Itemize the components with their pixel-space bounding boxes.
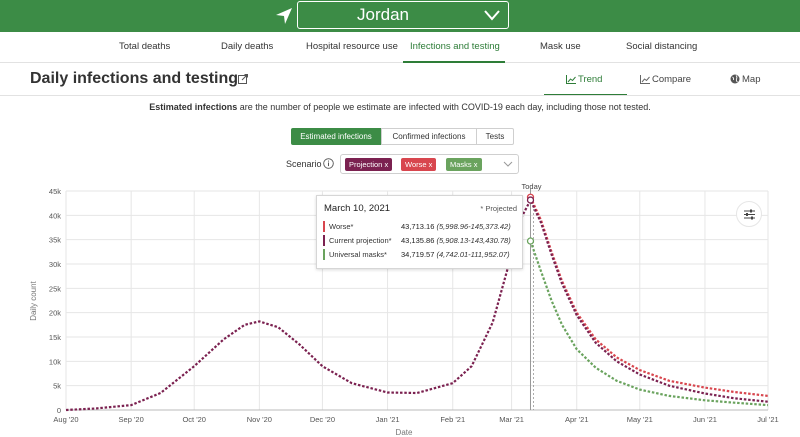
series-line-worse [529, 196, 769, 397]
tooltip-ci: (5,908.13-143,430.78) [436, 236, 511, 245]
chip-projection[interactable]: Projection x [345, 158, 393, 171]
legend-swatch [323, 249, 325, 260]
tab-total-deaths[interactable]: Total deaths [119, 41, 171, 52]
tab-social-distancing[interactable]: Social distancing [626, 41, 698, 52]
description: Estimated infections are the number of p… [0, 102, 800, 112]
chip-worse-label: Worse [405, 160, 427, 169]
tooltip-value: 43,135.86 [401, 236, 435, 245]
chart-tooltip: March 10, 2021 * Projected Worse* 43,713… [316, 195, 523, 269]
marker-universal-masks [526, 237, 535, 245]
y-tick-label: 0 [57, 406, 61, 415]
external-link-icon[interactable] [238, 74, 248, 84]
view-tab-compare[interactable]: Compare [652, 74, 692, 85]
tab-infections-and-testing[interactable]: Infections and testing [410, 41, 500, 52]
scenario-label: Scenario [286, 159, 322, 169]
tooltip-note: * Projected [480, 204, 517, 213]
x-tick-label: Feb '21 [440, 415, 465, 424]
tooltip-row-worse: Worse* 43,713.16 (5,998.96-145,373.42) [323, 221, 518, 232]
tooltip-row-universal-masks: Universal masks* 34,719.57 (4,742.01-111… [323, 249, 518, 260]
y-tick-label: 40k [49, 211, 61, 220]
description-bold: Estimated infections [149, 102, 238, 112]
tooltip-ci: (5,998.96-145,373.42) [436, 222, 511, 231]
x-tick-label: Jan '21 [376, 415, 400, 424]
remove-icon[interactable]: x [428, 160, 433, 169]
divider [0, 95, 800, 96]
tooltip-value: 43,713.16 [401, 222, 435, 231]
chart-settings-button[interactable] [736, 201, 762, 227]
view-tab-trend[interactable]: Trend [578, 74, 603, 85]
view-tab-map[interactable]: Map [742, 74, 761, 85]
tab-mask-use[interactable]: Mask use [540, 41, 581, 52]
tooltip-series-name: Universal masks* [329, 250, 387, 259]
tooltip-row-current-projection: Current projection* 43,135.86 (5,908.13-… [323, 235, 518, 246]
bar-chart-icon [640, 75, 650, 84]
chip-masks-label: Masks [450, 160, 472, 169]
marker-current-projection [526, 196, 535, 204]
chip-projection-label: Projection [349, 160, 383, 169]
tooltip-date: March 10, 2021 [324, 203, 391, 214]
location-value: Jordan [357, 5, 409, 24]
y-axis-label: Daily count [29, 280, 38, 320]
y-tick-label: 5k [53, 382, 61, 391]
x-tick-label: Apr '21 [565, 415, 589, 424]
toggle-tests[interactable]: Tests [476, 128, 514, 145]
page-title: Daily infections and testing [30, 70, 239, 87]
y-tick-label: 10k [49, 357, 61, 366]
chart: 0 5k 10k 15k 20k 25k 30k 35k 40k 45k Aug '20 Sep '2… [29, 182, 779, 437]
remove-icon[interactable]: x [473, 160, 478, 169]
toggle-confirmed-infections[interactable]: Confirmed infections [381, 128, 477, 145]
line-chart-icon [566, 75, 576, 84]
globe-icon [730, 74, 740, 84]
y-tick-label: 15k [49, 333, 61, 342]
info-icon[interactable] [323, 158, 334, 169]
tab-hospital-resource-use[interactable]: Hospital resource use [306, 41, 398, 52]
legend-swatch [323, 235, 325, 246]
y-tick-label: 35k [49, 236, 61, 245]
y-tick-label: 25k [49, 284, 61, 293]
x-tick-label: Oct '20 [182, 415, 206, 424]
today-label: Today [521, 182, 541, 191]
tooltip-series-name: Current projection* [329, 236, 392, 245]
tab-daily-deaths[interactable]: Daily deaths [221, 41, 274, 52]
location-select[interactable]: Jordan [297, 1, 509, 29]
x-tick-label: Jun '21 [693, 415, 717, 424]
scenario-select[interactable]: Projection x Worse x Masks x [340, 154, 519, 174]
remove-icon[interactable]: x [384, 160, 389, 169]
legend-swatch [323, 221, 325, 232]
y-tick-label: 20k [49, 309, 61, 318]
active-tab-indicator [403, 61, 505, 63]
chevron-down-icon[interactable] [503, 160, 513, 168]
x-tick-label: May '21 [627, 415, 653, 424]
chip-worse[interactable]: Worse x [401, 158, 437, 171]
sliders-icon [744, 209, 755, 220]
chevron-down-icon [484, 10, 500, 21]
tooltip-value: 34,719.57 [401, 250, 435, 259]
chip-masks[interactable]: Masks x [446, 158, 482, 171]
series-line-universal-masks [529, 240, 769, 407]
y-tick-label: 30k [49, 260, 61, 269]
x-tick-label: Dec '20 [310, 415, 335, 424]
toggle-estimated-infections[interactable]: Estimated infections [291, 128, 381, 145]
tooltip-series-name: Worse* [329, 222, 354, 231]
x-tick-label: Nov '20 [247, 415, 272, 424]
x-tick-label: Sep '20 [119, 415, 144, 424]
x-tick-label: Aug '20 [53, 415, 78, 424]
nav-tabs: Total deaths Daily deaths Hospital resou… [0, 32, 800, 63]
description-text: are the number of people we estimate are… [237, 102, 651, 112]
x-tick-label: Jul '21 [757, 415, 778, 424]
series-line-current-projection [65, 199, 769, 412]
location-arrow-icon [276, 8, 292, 24]
y-tick-label: 45k [49, 187, 61, 196]
x-tick-label: Mar '21 [499, 415, 524, 424]
tooltip-ci: (4,742.01-111,952.07) [436, 250, 510, 259]
x-axis-label: Date [396, 428, 413, 437]
